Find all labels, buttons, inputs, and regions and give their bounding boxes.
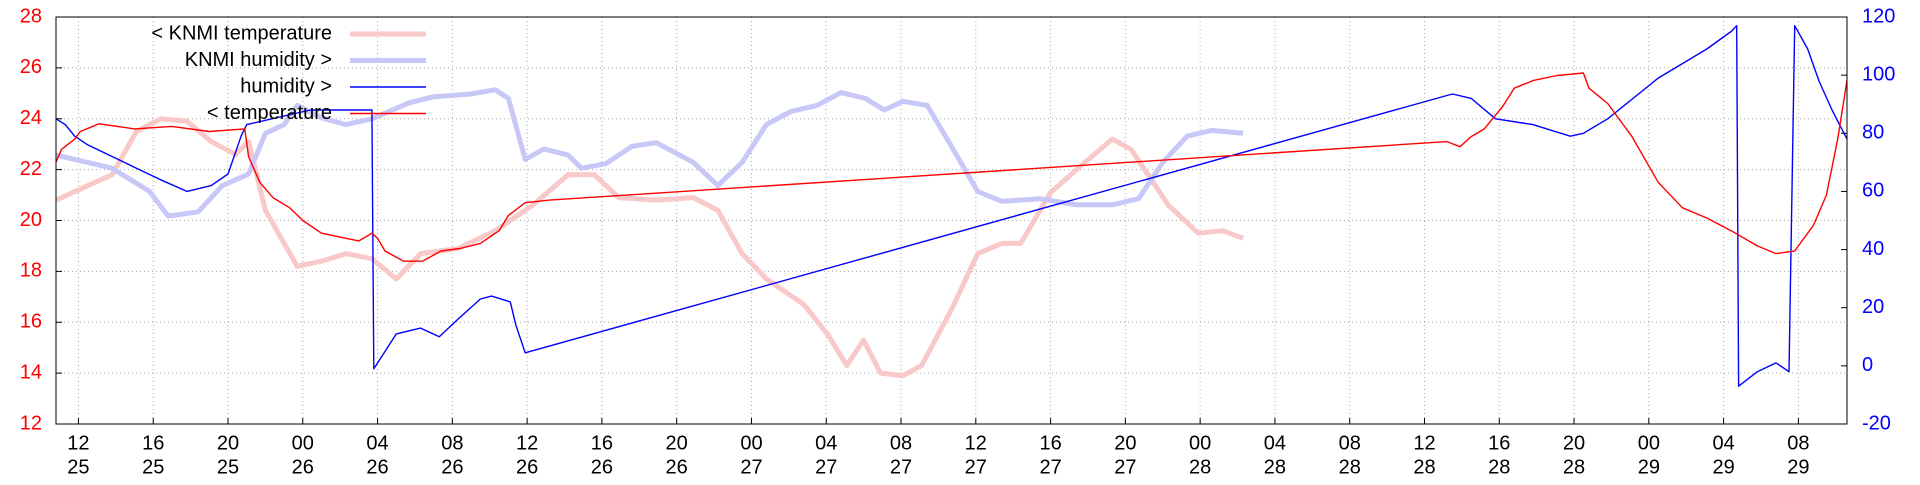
x-tick-label: 04 [1712,432,1734,454]
x-tick-day: 28 [1413,456,1435,478]
x-tick-label: 16 [591,432,613,454]
y-tick-label: 14 [20,361,42,383]
x-tick-day: 27 [890,456,912,478]
legend-label: < temperature [207,102,332,124]
x-tick-day: 28 [1488,456,1510,478]
x-tick-label: 00 [292,432,314,454]
x-tick-day: 28 [1563,456,1585,478]
x-tick-label: 04 [815,432,837,454]
x-tick-label: 04 [366,432,388,454]
x-tick-day: 26 [292,456,314,478]
x-tick-label: 08 [1339,432,1361,454]
x-tick-day: 26 [666,456,688,478]
y2-tick-label: 20 [1862,296,1884,318]
x-tick-day: 29 [1712,456,1734,478]
x-tick-label: 20 [1563,432,1585,454]
x-tick-day: 29 [1638,456,1660,478]
x-tick-label: 20 [666,432,688,454]
y-tick-label: 24 [20,107,42,129]
x-tick-label: 08 [441,432,463,454]
y-tick-label: 12 [20,412,42,434]
x-tick-day: 26 [591,456,613,478]
x-tick-label: 04 [1264,432,1286,454]
y2-tick-label: 100 [1862,63,1895,85]
x-tick-day: 27 [965,456,987,478]
x-tick-day: 25 [142,456,164,478]
x-tick-day: 28 [1339,456,1361,478]
x-tick-day: 27 [740,456,762,478]
x-tick-label: 16 [1488,432,1510,454]
x-tick-day: 26 [366,456,388,478]
x-tick-label: 00 [1189,432,1211,454]
y-tick-label: 22 [20,158,42,180]
y-tick-label: 28 [20,5,42,27]
x-tick-day: 25 [217,456,239,478]
x-tick-day: 26 [516,456,538,478]
series-line [56,25,1847,387]
series-line [56,87,1244,219]
x-tick-day: 28 [1189,456,1211,478]
x-tick-label: 08 [890,432,912,454]
x-tick-day: 27 [1114,456,1136,478]
x-tick-day: 27 [1039,456,1061,478]
y-tick-label: 18 [20,260,42,282]
y2-tick-label: 60 [1862,180,1884,202]
legend-label: KNMI humidity > [185,49,332,71]
labels: 1225162520250026042608261226162620260027… [20,5,1896,478]
plot-area [56,25,1847,387]
x-tick-label: 20 [1114,432,1136,454]
x-tick-day: 25 [67,456,89,478]
x-tick-label: 00 [1638,432,1660,454]
x-tick-day: 29 [1787,456,1809,478]
series-line [56,72,1847,262]
y-tick-label: 26 [20,56,42,78]
x-tick-label: 00 [740,432,762,454]
y2-tick-label: 0 [1862,354,1873,376]
y-tick-label: 16 [20,311,42,333]
legend-label: humidity > [240,75,332,97]
x-tick-label: 08 [1787,432,1809,454]
x-tick-label: 16 [142,432,164,454]
y2-tick-label: 120 [1862,5,1895,27]
x-tick-label: 12 [67,432,89,454]
x-tick-day: 27 [815,456,837,478]
y2-tick-label: 80 [1862,122,1884,144]
x-tick-day: 28 [1264,456,1286,478]
x-tick-label: 16 [1039,432,1061,454]
y2-tick-label: -20 [1862,412,1891,434]
x-tick-day: 26 [441,456,463,478]
x-tick-label: 12 [965,432,987,454]
y-tick-label: 20 [20,209,42,231]
x-tick-label: 12 [516,432,538,454]
x-tick-label: 20 [217,432,239,454]
legend-label: < KNMI temperature [151,22,332,44]
x-tick-label: 12 [1413,432,1435,454]
y2-tick-label: 40 [1862,238,1884,260]
